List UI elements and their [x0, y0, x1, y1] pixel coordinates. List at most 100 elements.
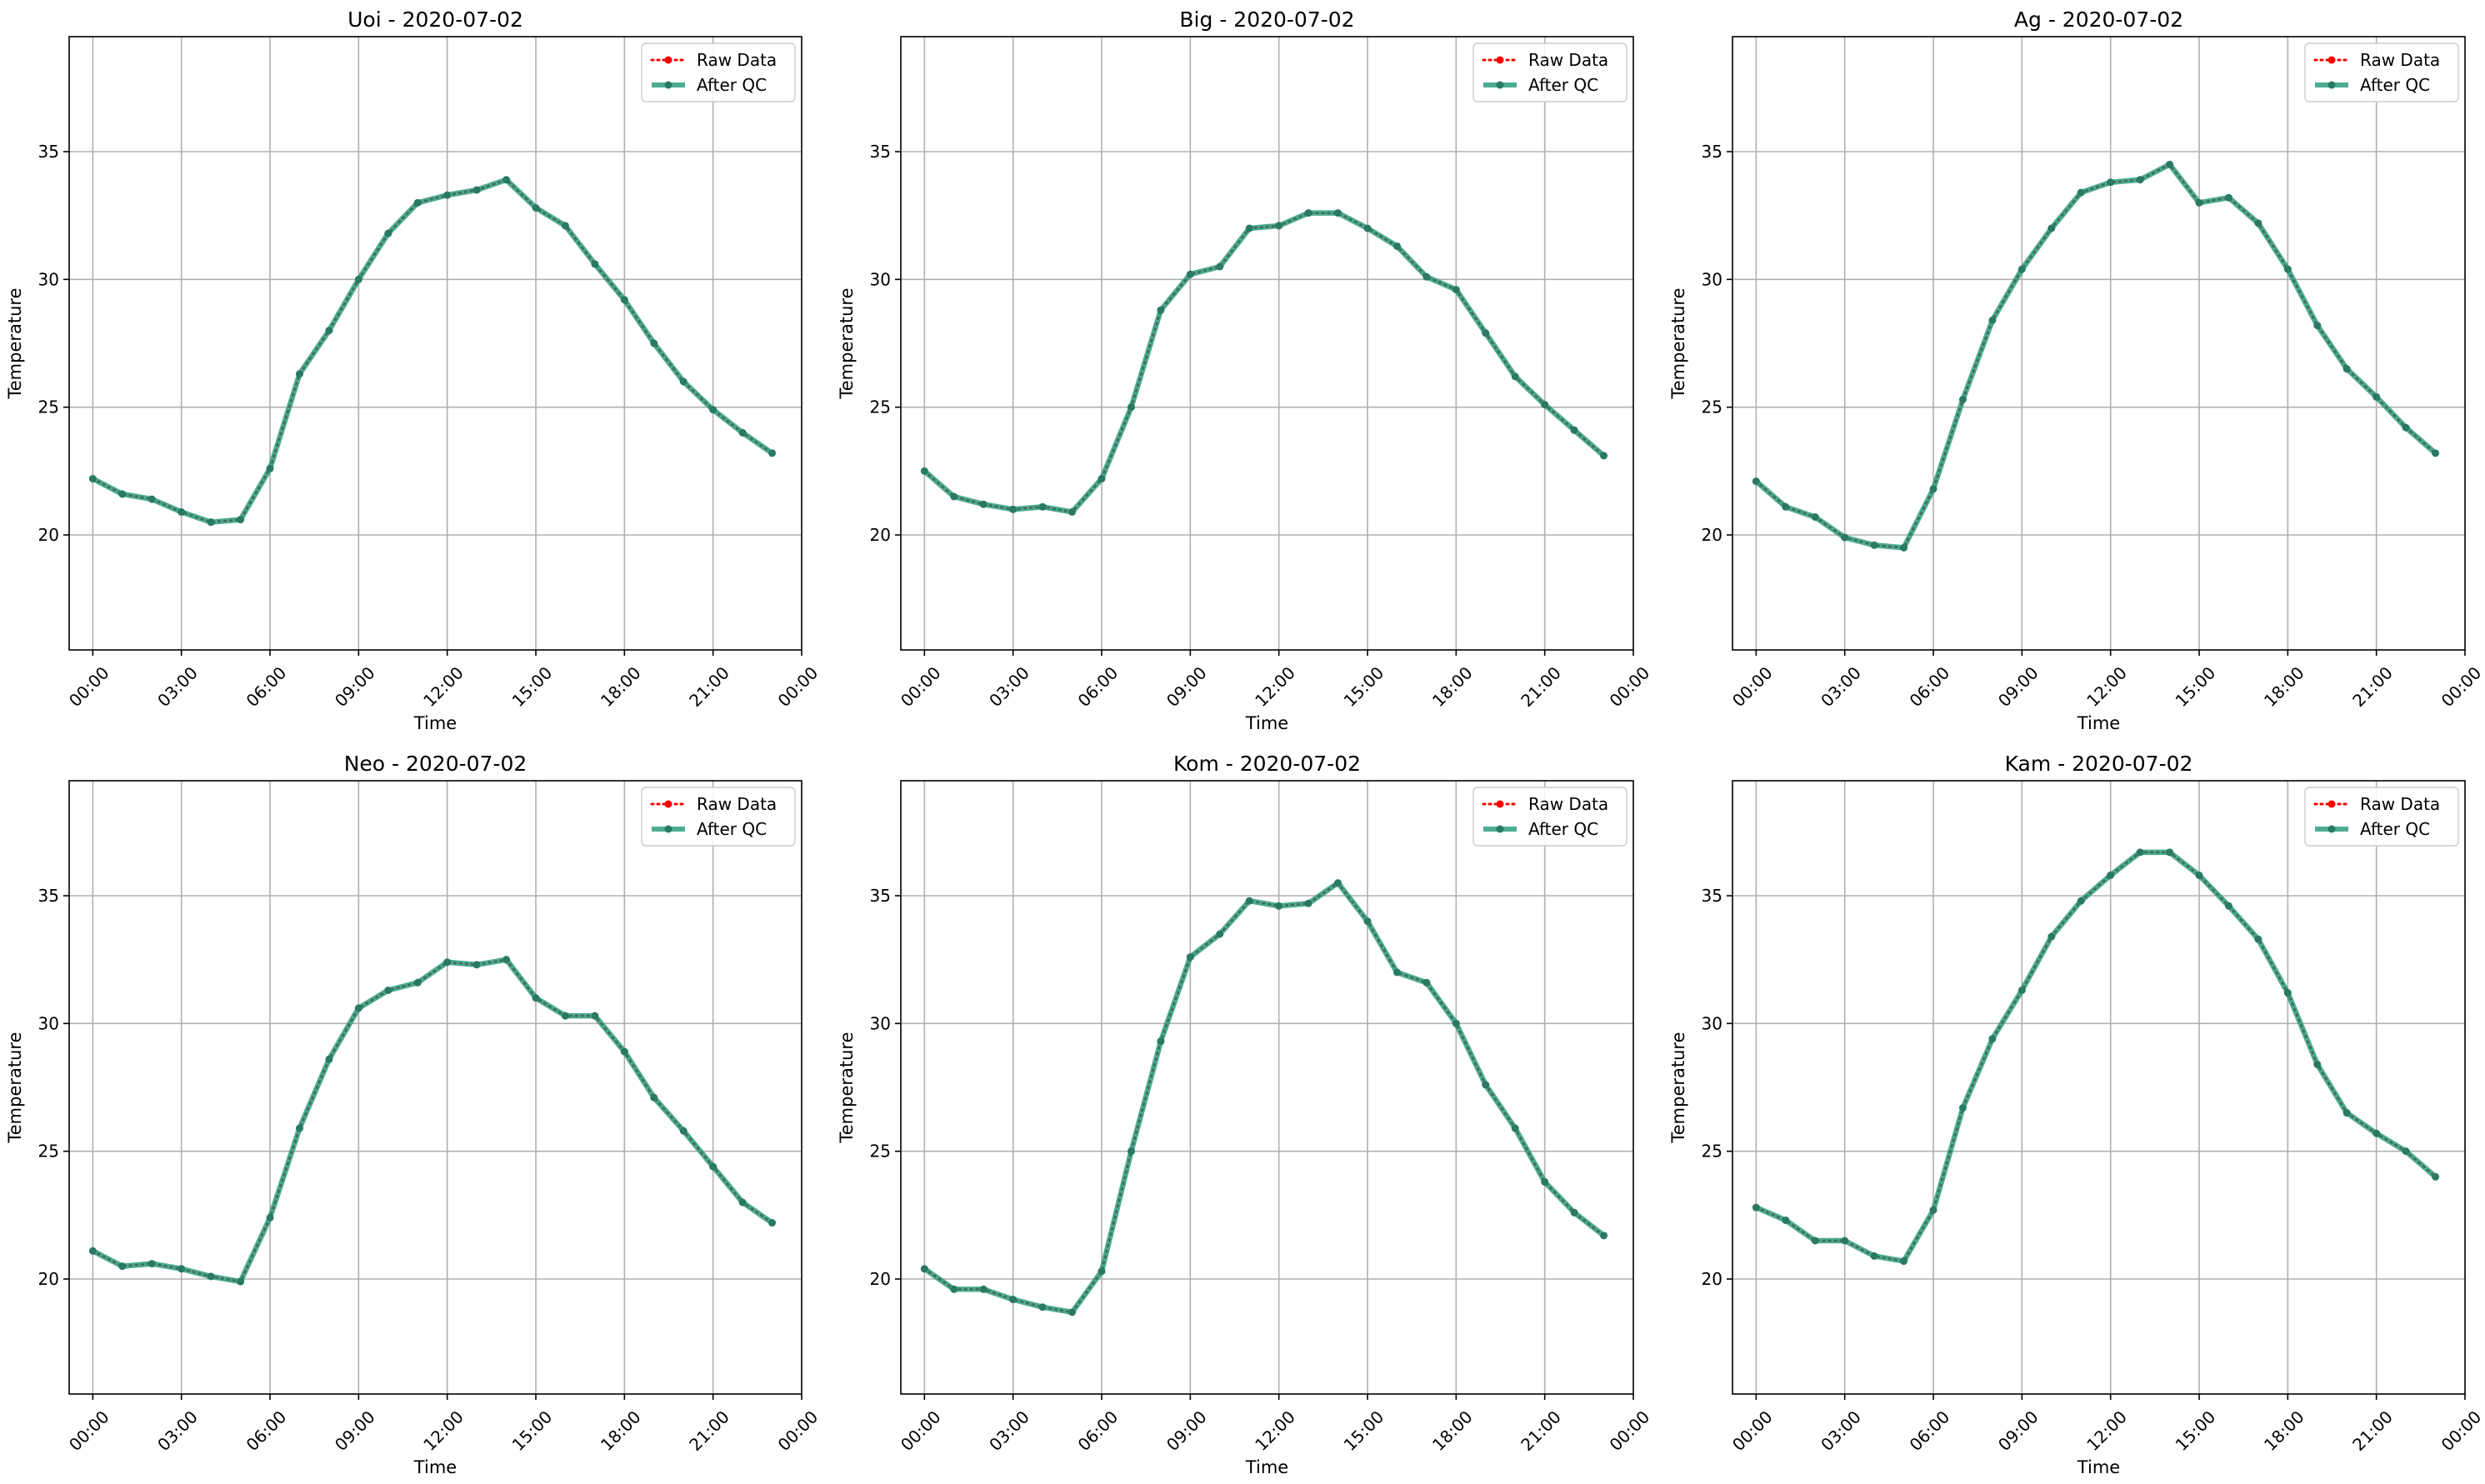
y-tick-label: 25 — [38, 1142, 59, 1162]
x-tick-label: 00:00 — [2438, 662, 2485, 711]
data-point-after-qc — [2166, 848, 2174, 857]
data-point-after-qc — [2254, 935, 2262, 943]
series-line-raw-overlay — [92, 958, 773, 1283]
chart-title: Uoi - 2020-07-02 — [348, 7, 523, 32]
x-tick-label: 06:00 — [1074, 1407, 1122, 1455]
x-tick-label: 21:00 — [2348, 1407, 2397, 1455]
legend-label-after-qc: After QC — [1528, 819, 1598, 839]
data-point-after-qc — [709, 406, 718, 414]
y-tick-label: 35 — [870, 142, 891, 162]
series-line-after-qc — [1755, 849, 2438, 1264]
y-tick-label: 25 — [1702, 397, 1722, 417]
data-point-after-qc — [472, 961, 481, 969]
data-point-after-qc — [1304, 209, 1312, 217]
chart-title: Neo - 2020-07-02 — [344, 752, 528, 776]
data-point-after-qc — [1811, 1237, 1819, 1245]
data-point-after-qc — [178, 1265, 186, 1273]
axes-frame — [68, 780, 802, 1395]
data-point-after-qc — [2372, 392, 2381, 401]
y-tick-label: 20 — [38, 525, 59, 545]
data-point-after-qc — [768, 1219, 777, 1227]
x-tick-label: 18:00 — [2260, 1407, 2308, 1455]
legend-marker-raw-data — [664, 56, 672, 64]
x-axis-label: Time — [413, 1457, 457, 1477]
y-tick-label: 25 — [870, 397, 891, 417]
data-point-after-qc — [384, 986, 392, 994]
data-point-after-qc — [148, 495, 156, 503]
y-tick-label: 30 — [38, 269, 59, 289]
series-line-raw-overlay — [1755, 851, 2437, 1262]
x-tick-label: 03:00 — [1817, 662, 1865, 711]
data-point-after-qc — [1392, 242, 1401, 250]
data-point-after-qc — [237, 1277, 245, 1286]
data-point-after-qc — [1452, 1019, 1460, 1027]
legend-label-raw-data: Raw Data — [697, 50, 777, 70]
data-point-after-qc — [1422, 978, 1431, 987]
data-point-after-qc — [502, 176, 511, 184]
data-point-after-qc — [295, 1124, 303, 1132]
y-tick-label: 35 — [870, 886, 891, 906]
data-point-after-qc — [561, 222, 569, 230]
data-point-after-qc — [1157, 306, 1165, 314]
data-point-after-qc — [950, 492, 958, 501]
data-point-after-qc — [178, 507, 186, 516]
series-line-after-qc — [922, 210, 1606, 515]
data-point-after-qc — [1245, 897, 1253, 905]
series-line-after-qc — [91, 957, 774, 1285]
data-point-after-qc — [443, 958, 452, 967]
legend-label-raw-data: Raw Data — [697, 794, 777, 814]
data-point-after-qc — [2077, 897, 2085, 905]
data-point-after-qc — [620, 296, 628, 304]
series-line-raw-data — [922, 212, 1606, 514]
data-point-after-qc — [1811, 513, 1819, 522]
data-point-after-qc — [1870, 541, 1878, 549]
legend-marker-after-qc — [1496, 81, 1504, 89]
chart-title: Kom - 2020-07-02 — [1173, 752, 1361, 776]
x-tick-label: 12:00 — [2082, 1407, 2131, 1455]
x-tick-label: 18:00 — [2260, 662, 2308, 711]
y-axis-label: Temperature — [1668, 287, 1688, 399]
data-point-after-qc — [1929, 1206, 1938, 1214]
x-tick-label: 21:00 — [2348, 662, 2397, 711]
data-point-after-qc — [2224, 193, 2232, 202]
data-point-after-qc — [1068, 1308, 1077, 1317]
y-tick-label: 30 — [38, 1013, 59, 1033]
legend-label-after-qc: After QC — [697, 819, 767, 839]
x-tick-label: 00:00 — [897, 1407, 945, 1455]
data-point-after-qc — [413, 198, 422, 207]
x-tick-label: 21:00 — [1517, 1407, 1565, 1455]
axes-frame — [68, 36, 802, 651]
axes-frame — [1732, 36, 2466, 651]
data-point-after-qc — [1363, 224, 1372, 232]
data-point-after-qc — [920, 467, 928, 475]
data-point-after-qc — [1363, 917, 1372, 926]
data-point-after-qc — [709, 1162, 718, 1171]
data-point-after-qc — [650, 339, 658, 347]
x-tick-label: 06:00 — [1074, 662, 1122, 711]
y-axis-label: Temperature — [837, 287, 857, 399]
data-point-after-qc — [1127, 1147, 1135, 1156]
x-tick-label: 12:00 — [1251, 1407, 1299, 1455]
data-point-after-qc — [1127, 403, 1135, 412]
data-point-after-qc — [1870, 1252, 1878, 1260]
data-point-after-qc — [1186, 953, 1194, 962]
data-point-after-qc — [118, 490, 127, 498]
data-point-after-qc — [738, 1198, 747, 1207]
data-point-after-qc — [1900, 1257, 1908, 1266]
data-point-after-qc — [2254, 219, 2262, 227]
x-tick-label: 15:00 — [1340, 1407, 1388, 1455]
series-line-raw-overlay — [1755, 162, 2437, 549]
y-tick-label: 25 — [1702, 1142, 1722, 1162]
legend-label-raw-data: Raw Data — [2360, 50, 2440, 70]
x-tick-label: 09:00 — [1994, 662, 2042, 711]
data-point-after-qc — [532, 203, 540, 212]
data-point-after-qc — [88, 1247, 97, 1255]
x-tick-label: 00:00 — [1606, 662, 1654, 711]
x-tick-label: 03:00 — [1817, 1407, 1865, 1455]
data-point-after-qc — [2107, 871, 2115, 879]
data-point-after-qc — [1958, 1104, 1967, 1112]
data-point-after-qc — [1511, 1124, 1519, 1132]
data-point-after-qc — [207, 1272, 215, 1281]
data-point-after-qc — [979, 1285, 988, 1293]
